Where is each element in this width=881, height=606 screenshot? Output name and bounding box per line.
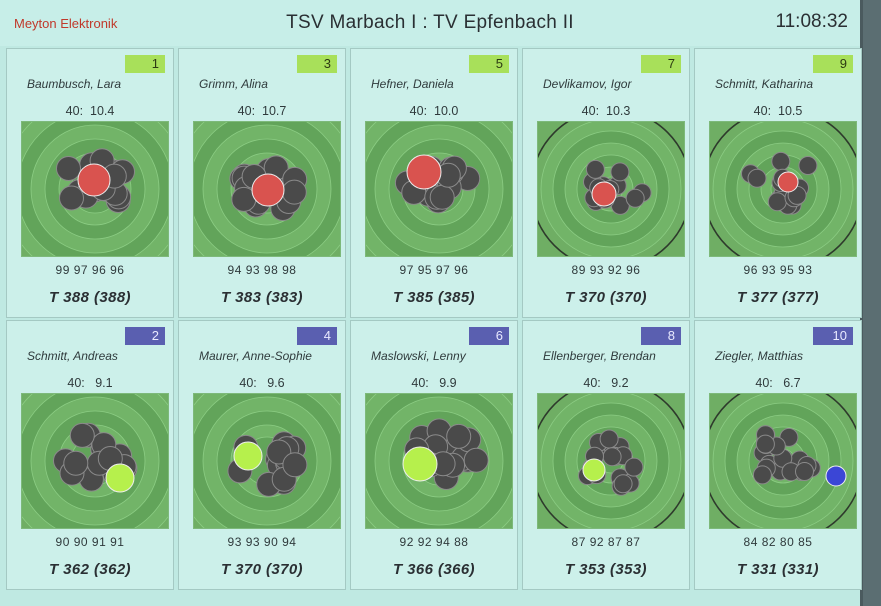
last-shot-value: 40: 10.5 [753, 104, 803, 118]
last-shot-value: 40: 10.4 [65, 104, 115, 118]
last-shot-value: 40: 9.1 [67, 376, 113, 390]
target-display [365, 393, 513, 529]
lane-number-badge: 6 [469, 327, 509, 345]
lane-number-badge: 7 [641, 55, 681, 73]
last-shot-marker [591, 181, 617, 207]
last-shot-marker [777, 171, 799, 193]
shooter-card: 7 Devlikamov, Igor 40: 10.3 89 93 92 96 T 37… [522, 48, 690, 318]
last-shot-value: 40: 6.7 [755, 376, 801, 390]
total-score: T 366 (366) [393, 561, 475, 578]
shooter-name: Schmitt, Andreas [27, 349, 118, 363]
total-score: T 377 (377) [737, 289, 819, 306]
last-shot-value: 40: 9.9 [411, 376, 457, 390]
shooter-name: Grimm, Alina [199, 77, 268, 91]
total-score: T 353 (353) [565, 561, 647, 578]
last-shot-value: 40: 9.6 [239, 376, 285, 390]
target-display [193, 393, 341, 529]
lane-number-badge: 1 [125, 55, 165, 73]
total-score: T 388 (388) [49, 289, 131, 306]
last-shot-marker [582, 458, 606, 482]
shooter-card: 8 Ellenberger, Brendan 40: 9.2 87 92 87 87 T… [522, 320, 690, 590]
shooter-card: 1 Baumbusch, Lara 40: 10.4 99 97 96 96 T 388… [6, 48, 174, 318]
shooter-card: 5 Hefner, Daniela 40: 10.0 97 95 97 96 T 385… [350, 48, 518, 318]
lane-number-badge: 8 [641, 327, 681, 345]
total-score: T 370 (370) [221, 561, 303, 578]
lane-number-badge: 5 [469, 55, 509, 73]
shooter-name: Ziegler, Matthias [715, 349, 804, 363]
last-shot-marker [251, 173, 285, 207]
shooter-card: 3 Grimm, Alina 40: 10.7 94 93 98 98 T 383 (3… [178, 48, 346, 318]
target-display [537, 393, 685, 529]
header-bar: Meyton Elektronik TSV Marbach I : TV Epf… [0, 0, 860, 46]
shooter-name: Maslowski, Lenny [371, 349, 466, 363]
lane-number-badge: 3 [297, 55, 337, 73]
shooter-grid: 1 Baumbusch, Lara 40: 10.4 99 97 96 96 T 388… [6, 48, 862, 604]
last-shot-value: 40: 9.2 [583, 376, 629, 390]
lane-number-badge: 10 [813, 327, 853, 345]
series-scores: 92 92 94 88 [399, 535, 469, 549]
series-scores: 84 82 80 85 [743, 535, 813, 549]
series-scores: 96 93 95 93 [743, 263, 813, 277]
last-shot-marker [233, 441, 263, 471]
shooter-card: 9 Schmitt, Katharina 40: 10.5 96 93 95 93 T … [694, 48, 862, 318]
last-shot-value: 40: 10.3 [581, 104, 631, 118]
shooter-name: Ellenberger, Brendan [543, 349, 656, 363]
target-display [709, 121, 857, 257]
series-scores: 97 95 97 96 [399, 263, 469, 277]
shooter-card: 2 Schmitt, Andreas 40: 9.1 90 90 91 91 T 362… [6, 320, 174, 590]
target-display [709, 393, 857, 529]
last-shot-value: 40: 10.7 [237, 104, 287, 118]
brand-label: Meyton Elektronik [14, 16, 118, 31]
series-scores: 89 93 92 96 [571, 263, 641, 277]
shooter-card: 10 Ziegler, Matthias 40: 6.7 84 82 80 85 T 3… [694, 320, 862, 590]
series-scores: 90 90 91 91 [55, 535, 125, 549]
last-shot-marker [825, 465, 847, 487]
series-scores: 99 97 96 96 [55, 263, 125, 277]
total-score: T 385 (385) [393, 289, 475, 306]
monitor-screen: Meyton Elektronik TSV Marbach I : TV Epf… [0, 0, 863, 606]
total-score: T 383 (383) [221, 289, 303, 306]
last-shot-marker [406, 154, 442, 190]
target-display [365, 121, 513, 257]
total-score: T 362 (362) [49, 561, 131, 578]
match-title: TSV Marbach I : TV Epfenbach II [286, 12, 574, 33]
last-shot-marker [402, 446, 438, 482]
shooter-card: 6 Maslowski, Lenny 40: 9.9 92 92 94 88 T 366… [350, 320, 518, 590]
last-shot-marker [105, 463, 135, 493]
lane-number-badge: 9 [813, 55, 853, 73]
shooter-name: Hefner, Daniela [371, 77, 454, 91]
series-scores: 93 93 90 94 [227, 535, 297, 549]
shooter-name: Devlikamov, Igor [543, 77, 632, 91]
shooter-name: Maurer, Anne-Sophie [199, 349, 312, 363]
series-scores: 94 93 98 98 [227, 263, 297, 277]
total-score: T 331 (331) [737, 561, 819, 578]
shooter-card: 4 Maurer, Anne-Sophie 40: 9.6 93 93 90 94 T … [178, 320, 346, 590]
shooter-name: Baumbusch, Lara [27, 77, 122, 91]
lane-number-badge: 4 [297, 327, 337, 345]
lane-number-badge: 2 [125, 327, 165, 345]
total-score: T 370 (370) [565, 289, 647, 306]
target-display [537, 121, 685, 257]
target-display [21, 121, 169, 257]
last-shot-marker [77, 163, 111, 197]
last-shot-value: 40: 10.0 [409, 104, 459, 118]
target-display [21, 393, 169, 529]
clock: 11:08:32 [775, 11, 848, 32]
series-scores: 87 92 87 87 [571, 535, 641, 549]
shooter-name: Schmitt, Katharina [715, 77, 814, 91]
target-display [193, 121, 341, 257]
